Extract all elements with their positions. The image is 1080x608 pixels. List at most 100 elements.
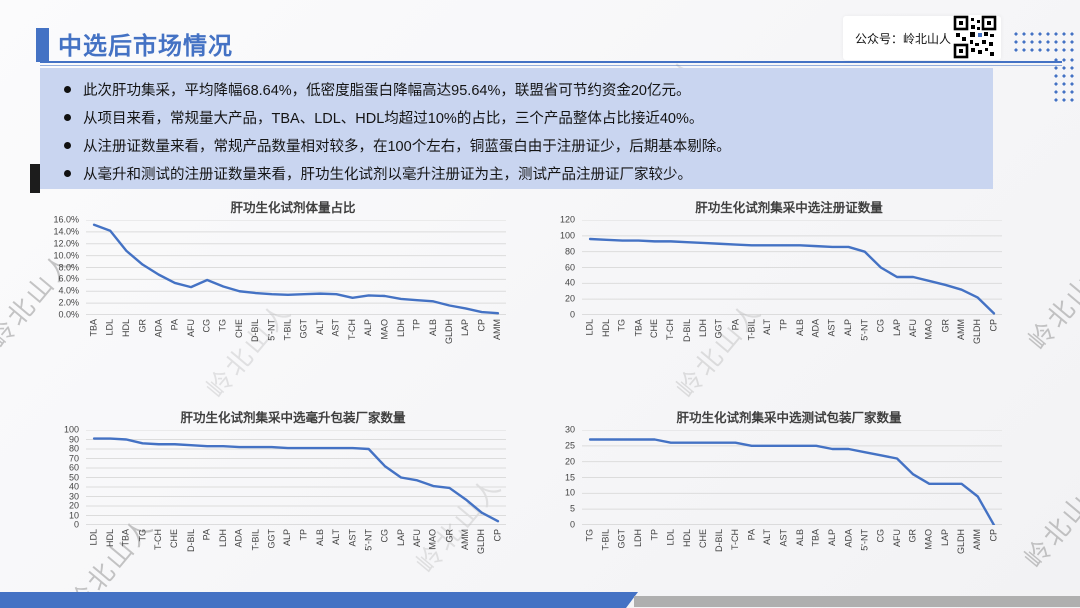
x-axis-label-slot: GR (937, 317, 953, 375)
x-axis-label: GR (137, 319, 148, 333)
x-axis-label: TBA (88, 319, 99, 337)
x-axis-label-slot: ALP (824, 527, 840, 585)
x-axis-label-slot: LAP (937, 527, 953, 585)
x-axis-label-slot: T-CH (345, 317, 361, 375)
plot-area (582, 220, 1002, 315)
y-tick-label: 12.0% (53, 238, 79, 249)
data-line (94, 439, 498, 522)
x-axis-label-slot: MAO (425, 527, 441, 585)
x-axis-label: GR (444, 529, 455, 543)
summary-item-text: 从毫升和测试的注册证数量来看，肝功生化试剂以毫升注册证为主，测试产品注册证厂家较… (83, 166, 692, 183)
y-tick-label: 10 (68, 510, 79, 520)
x-axis-label-slot: ALP (841, 317, 857, 375)
x-axis-label: MAO (379, 319, 390, 340)
x-axis-label-slot: TG (215, 317, 231, 375)
x-axis-label: AFU (411, 529, 422, 547)
x-axis-label: LDH (395, 319, 406, 338)
x-axis-label: GGT (266, 529, 277, 549)
x-axis-label: PA (746, 529, 757, 541)
x-axis-label: CHE (697, 529, 708, 549)
title-accent-bar (36, 28, 49, 62)
x-axis-label: ALT (314, 319, 325, 335)
x-axis-label-slot: HDL (102, 527, 118, 585)
x-axis-label: GGT (298, 319, 309, 339)
x-axis-label: AMM (972, 529, 983, 550)
x-axis-label-slot: GGT (264, 527, 280, 585)
x-axis-label: D-BIL (713, 529, 724, 553)
x-axis-label-slot: TBA (86, 317, 102, 375)
x-axis-label-slot: ALB (425, 317, 441, 375)
y-tick-label: 60 (68, 462, 79, 473)
x-axis-label-slot: GLDH (441, 317, 457, 375)
x-axis-label-slot: LDH (215, 527, 231, 585)
x-axis: TG T-BIL GGT LDH TP LDL HDL CHE D-BIL T-CH PA ALT AS… (582, 527, 1002, 585)
data-line (590, 440, 994, 526)
x-axis-label: LAP (395, 529, 406, 547)
bullet-icon (64, 169, 71, 177)
x-axis-label: TP (411, 319, 422, 331)
x-axis-label-slot: ALT (328, 527, 344, 585)
x-axis-label-slot: TBA (808, 527, 824, 585)
y-tick-label: 20 (68, 500, 79, 511)
x-axis-label: AMM (956, 319, 967, 340)
x-axis-label: TG (217, 319, 228, 332)
y-tick-label: 40 (564, 277, 575, 288)
summary-item: 从项目来看，常规量大产品，TBA、LDL、HDL均超过10%的占比，三个产品整体… (54, 103, 979, 131)
x-axis-label: GLDH (972, 319, 983, 345)
x-axis-label: LDL (104, 319, 115, 336)
dot-grid-decoration (1012, 30, 1074, 53)
x-axis-label: GLDH (476, 529, 487, 555)
page-title: 中选后市场情况 (58, 33, 233, 60)
x-axis-label-slot: T-CH (151, 527, 167, 585)
x-axis-label: MAO (427, 529, 438, 550)
summary-list: 此次肝功集采，平均降幅68.64%，低密度脂蛋白降幅高达95.64%，联盟省可节… (54, 75, 979, 187)
charts-grid: 肝功生化试剂体量占比 16.0% 14.0% 12.0% 10.0% 8.0% 6.0% 4… (40, 198, 1002, 585)
x-axis-label-slot: MAO (921, 527, 937, 585)
x-axis-label-slot: T-BIL (248, 527, 264, 585)
x-axis-label: LAP (460, 319, 471, 337)
x-axis-label-slot: ALB (792, 317, 808, 375)
x-axis: LDL HDL TBA TG T-CH CHE D-BIL PA LDH ADA T-BIL GGT A… (86, 527, 506, 585)
data-line (94, 225, 498, 313)
x-axis-label: ALP (843, 319, 854, 337)
x-axis-label: 5'-NT (363, 529, 374, 551)
x-axis-label: CP (988, 319, 999, 332)
y-tick-label: 20 (564, 293, 575, 304)
wechat-account-label: 公众号：岭北山人 (855, 31, 952, 46)
x-axis-label: LDL (584, 319, 595, 336)
x-axis-label: CHE (649, 319, 660, 339)
title-underline-thin (40, 65, 1062, 66)
y-tick-label: 40 (68, 481, 79, 492)
y-tick-label: 2.0% (58, 297, 79, 308)
x-axis-label: D-BIL (185, 529, 196, 553)
x-axis-label: CG (875, 529, 886, 543)
x-axis-label: TBA (633, 319, 644, 337)
x-axis-label: ALB (314, 529, 325, 547)
x-axis-label: ALP (282, 529, 293, 547)
x-axis: TBA LDL HDL GR ADA PA AFU CG TG CHE D-BIL 5'-NT T-BI… (86, 317, 506, 375)
y-tick-label: 14.0% (53, 226, 79, 237)
x-axis-label-slot: AMM (458, 527, 474, 585)
x-axis-label-slot: ALP (280, 527, 296, 585)
x-axis-label: LAP (940, 529, 951, 547)
x-axis-label-slot: PA (744, 527, 760, 585)
x-axis-label: ALB (794, 319, 805, 337)
chart-title: 肝功生化试剂集采中选毫升包装厂家数量 (180, 411, 406, 425)
x-axis-label-slot: LDL (582, 317, 598, 375)
x-axis-label-slot: T-BIL (598, 527, 614, 585)
x-axis-label-slot: TBA (630, 317, 646, 375)
x-axis-label-slot: AST (345, 527, 361, 585)
x-axis-label: LAP (891, 319, 902, 337)
x-axis-label: TP (649, 529, 660, 541)
x-axis-label: D-BIL (681, 319, 692, 343)
y-tick-label: 5 (569, 503, 575, 514)
y-tick-label: 70 (68, 453, 79, 463)
x-axis-label-slot: HDL (598, 317, 614, 375)
x-axis-label: CP (492, 529, 503, 542)
y-axis: 120 100 80 60 40 20 0 (536, 215, 582, 319)
data-line (590, 239, 994, 313)
bottom-gray-bar (634, 596, 1080, 607)
y-tick-label: 0 (73, 519, 79, 530)
x-axis-label-slot: ALT (760, 317, 776, 375)
x-axis-label: T-CH (347, 319, 358, 340)
